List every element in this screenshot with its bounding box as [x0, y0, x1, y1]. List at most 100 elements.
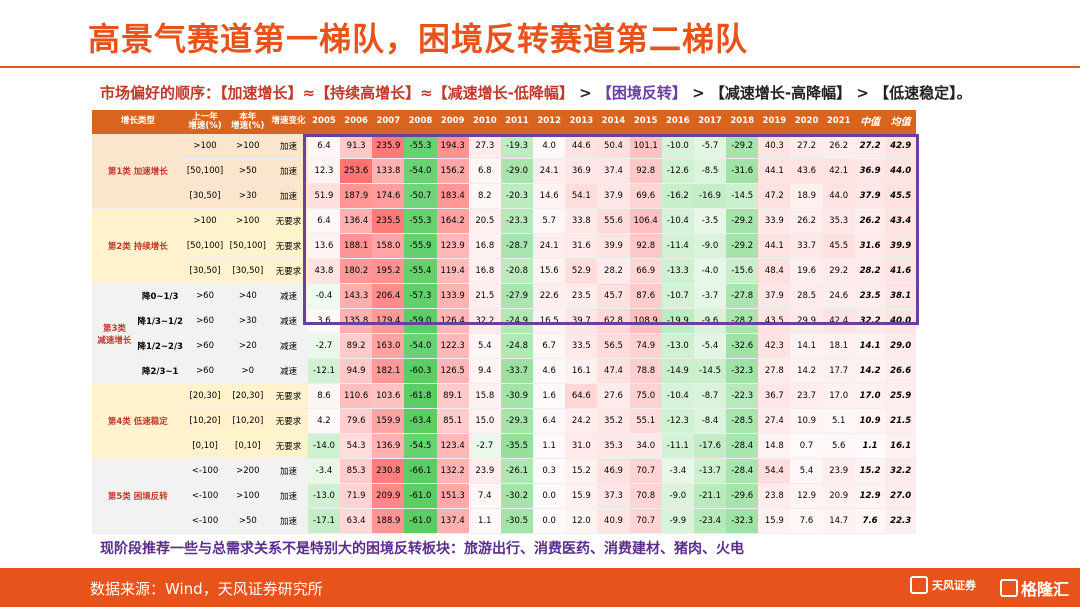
- value-cell: 23.9: [468, 458, 501, 484]
- value-cell: -14.5: [693, 358, 727, 384]
- condition-cell: >60: [183, 283, 227, 309]
- header-cell: 中值: [854, 110, 886, 134]
- value-cell: -29.2: [726, 134, 759, 159]
- value-cell: -3.4: [661, 458, 694, 484]
- sub-label: 降0~1/3: [136, 283, 184, 309]
- value-cell: 26.2: [790, 208, 823, 234]
- value-cell: 132.2: [436, 458, 469, 484]
- header-cell: 2010: [468, 110, 501, 134]
- median-cell: 26.2: [854, 208, 886, 234]
- value-cell: 12.3: [307, 158, 341, 184]
- value-cell: 23.8: [758, 483, 791, 509]
- value-cell: 7.6: [790, 508, 823, 534]
- value-cell: -13.0: [661, 333, 694, 359]
- value-cell: 15.0: [468, 408, 501, 434]
- value-cell: 209.9: [372, 483, 405, 509]
- value-cell: 23.5: [565, 283, 598, 309]
- value-cell: 16.5: [533, 308, 566, 334]
- value-cell: 40.3: [758, 134, 791, 159]
- header-cell: 2015: [629, 110, 662, 134]
- value-cell: 0.0: [533, 483, 566, 509]
- median-cell: 36.9: [854, 158, 886, 184]
- value-cell: 37.3: [597, 483, 630, 509]
- value-cell: 45.5: [822, 233, 855, 259]
- title-divider: [0, 66, 1080, 68]
- value-cell: -61.0: [404, 508, 437, 534]
- value-cell: 44.1: [758, 233, 791, 259]
- value-cell: 39.7: [565, 308, 598, 334]
- header-cell: 均值: [885, 110, 916, 134]
- value-cell: 22.6: [533, 283, 566, 309]
- value-cell: 32.2: [468, 308, 501, 334]
- value-cell: 180.2: [340, 258, 373, 284]
- value-cell: 122.3: [436, 333, 469, 359]
- table-row: [10,20] [10,20] 无要求 4.2 79.6 159.9 -63.4 85.1 15…: [92, 408, 916, 434]
- value-cell: 92.8: [629, 158, 662, 184]
- value-cell: 126.4: [436, 308, 469, 334]
- value-cell: -9.6: [693, 308, 727, 334]
- condition-cell: 无要求: [269, 408, 308, 434]
- value-cell: 8.2: [468, 183, 501, 209]
- value-cell: 44.1: [758, 158, 791, 184]
- value-cell: 18.9: [790, 183, 823, 209]
- value-cell: 143.3: [340, 283, 373, 309]
- mean-cell: 39.9: [885, 233, 916, 259]
- value-cell: -66.1: [404, 458, 437, 484]
- gelonghui-logo-text: 格隆汇: [1021, 580, 1070, 599]
- value-cell: 14.7: [822, 508, 855, 534]
- condition-cell: [30,50]: [226, 258, 270, 284]
- table-row: <-100 >100 加速 -13.0 71.9 209.9 -61.0 151.3 7.4 -3…: [92, 483, 916, 509]
- table-row: [30,50] >30 加速 51.9 187.9 174.6 -50.7 183.4 8.2-…: [92, 183, 916, 209]
- value-cell: 74.9: [629, 333, 662, 359]
- header-cell: 2012: [533, 110, 566, 134]
- value-cell: 14.1: [790, 333, 823, 359]
- value-cell: 33.8: [565, 208, 598, 234]
- value-cell: 10.9: [790, 408, 823, 434]
- value-cell: -54.0: [404, 333, 437, 359]
- value-cell: 137.4: [436, 508, 469, 534]
- value-cell: 15.9: [758, 508, 791, 534]
- value-cell: 70.8: [629, 483, 662, 509]
- value-cell: 24.1: [533, 233, 566, 259]
- value-cell: -11.1: [661, 433, 694, 459]
- table-row: [50,100] >50 加速 12.3 253.6 133.8 -54.0 156.2 6.8…: [92, 158, 916, 184]
- value-cell: 35.2: [597, 408, 630, 434]
- footer-bar: 数据来源：Wind，天风证券研究所 天风证券 格隆汇: [0, 568, 1080, 607]
- condition-cell: >100: [226, 134, 270, 159]
- condition-cell: >60: [183, 358, 227, 384]
- value-cell: 27.8: [758, 358, 791, 384]
- value-cell: 188.1: [340, 233, 373, 259]
- value-cell: 3.6: [307, 308, 341, 334]
- value-cell: 7.4: [468, 483, 501, 509]
- value-cell: 5.4: [468, 333, 501, 359]
- tianfeng-logo: 天风证券: [910, 576, 976, 594]
- value-cell: -17.6: [693, 433, 727, 459]
- condition-cell: 无要求: [269, 208, 308, 234]
- condition-cell: >40: [226, 283, 270, 309]
- value-cell: -60.3: [404, 358, 437, 384]
- gelonghui-mark-icon: [1000, 579, 1018, 597]
- value-cell: 187.9: [340, 183, 373, 209]
- value-cell: 101.1: [629, 134, 662, 159]
- value-cell: 6.4: [307, 208, 341, 234]
- value-cell: -55.3: [404, 208, 437, 234]
- value-cell: -16.2: [661, 183, 694, 209]
- condition-cell: >100: [226, 208, 270, 234]
- mean-cell: 43.4: [885, 208, 916, 234]
- value-cell: 123.9: [436, 233, 469, 259]
- value-cell: -24.8: [500, 333, 534, 359]
- value-cell: 230.8: [372, 458, 405, 484]
- header-cell: 增长类型: [92, 110, 184, 134]
- mean-cell: 38.1: [885, 283, 916, 309]
- value-cell: -4.0: [693, 258, 727, 284]
- value-cell: -30.5: [500, 508, 534, 534]
- table-row: 降2/3~1 >60 >0 减速 -12.1 94.9 182.1 -60.3 126.5 9.4…: [92, 358, 916, 384]
- condition-cell: [30,50]: [183, 258, 227, 284]
- value-cell: 12.9: [790, 483, 823, 509]
- value-cell: -35.5: [500, 433, 534, 459]
- value-cell: -29.2: [726, 208, 759, 234]
- value-cell: -14.0: [307, 433, 341, 459]
- value-cell: -29.2: [726, 233, 759, 259]
- condition-cell: >30: [226, 308, 270, 334]
- condition-cell: 加速: [269, 458, 308, 484]
